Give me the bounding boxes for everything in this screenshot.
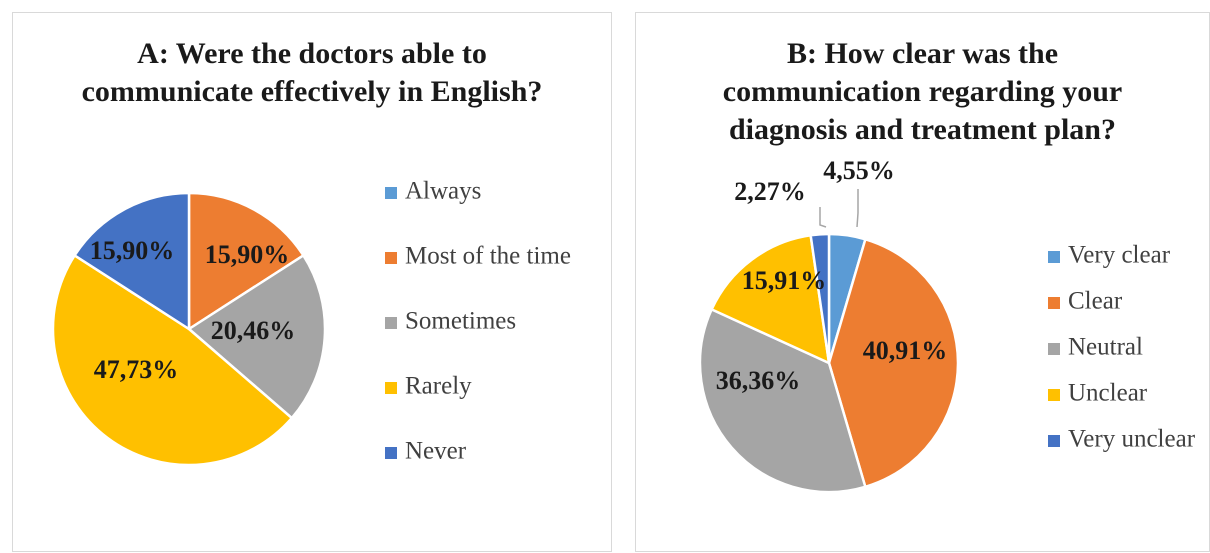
pie-slice-unclear [710,233,831,366]
legend-label-sometimes: Sometimes [405,308,516,335]
legend-swatch-always [385,187,397,199]
data-label-leader-line [856,189,859,228]
data-label-very-clear: 4,55% [823,156,895,185]
legend-label-unclear: Unclear [1068,380,1148,407]
data-label-leader-line [819,207,827,228]
legend-label-never: Never [405,438,467,465]
data-label-clear: 40,91% [863,336,948,365]
legend-label-always: Always [405,178,481,205]
chart-title-b: B: How clear was the communication regar… [636,35,1209,149]
legend-swatch-very-clear [1048,251,1060,263]
data-label-sometimes: 20,46% [211,316,296,345]
chart-panel-b: B: How clear was the communication regar… [635,12,1210,552]
chart-title-b-line-3: diagnosis and treatment plan? [728,113,1116,146]
legend-label-neutral: Neutral [1068,334,1143,361]
pie-slice-never [72,191,191,332]
data-label-very-unclear: 2,27% [734,177,806,206]
pie-slice-most-of-the-time [187,191,306,332]
chart-title-b-line-2: communication regarding your [722,75,1123,108]
legend-label-very-unclear: Very unclear [1068,426,1196,453]
legend-swatch-rarely [385,382,397,394]
data-label-never: 15,90% [90,236,175,265]
chart-title-a-line-2: communicate effectively in English? [81,75,543,108]
data-label-unclear: 15,91% [742,266,827,295]
data-label-most-of-the-time: 15,90% [205,240,290,269]
legend-swatch-most-of-the-time [385,252,397,264]
legend-swatch-neutral [1048,343,1060,355]
legend-swatch-never [385,447,397,459]
legend-label-most-of-the-time: Most of the time [405,243,571,270]
data-label-rarely: 47,73% [94,355,179,384]
pie-slice-neutral [698,307,867,494]
pie-slice-clear [827,237,960,489]
pie-chart-b: 4,55% 40,91% 36,36% 15,91% 2,27% Very clear Cl… [698,156,1196,494]
legend-swatch-unclear [1048,389,1060,401]
legend-label-very-clear: Very clear [1068,242,1171,269]
pie-slice-rarely [51,253,294,467]
chart-title-a-line-1: A: Were the doctors able to [137,37,487,70]
legend-swatch-very-unclear [1048,435,1060,447]
legend-label-clear: Clear [1068,288,1123,315]
pie-slice-sometimes [186,253,327,420]
chart-title-b-line-1: B: How clear was the [786,37,1059,70]
legend-label-rarely: Rarely [405,373,472,400]
legend-swatch-clear [1048,297,1060,309]
data-label-neutral: 36,36% [716,366,801,395]
legend-swatch-sometimes [385,317,397,329]
pie-chart-a: 15,90% 20,46% 47,73% 15,90% Always Most of th… [51,178,571,467]
chart-panel-a: A: Were the doctors able to communicate … [12,12,612,552]
chart-title-a: A: Were the doctors able to communicate … [13,35,611,111]
pie-slice-very-unclear [809,232,831,364]
